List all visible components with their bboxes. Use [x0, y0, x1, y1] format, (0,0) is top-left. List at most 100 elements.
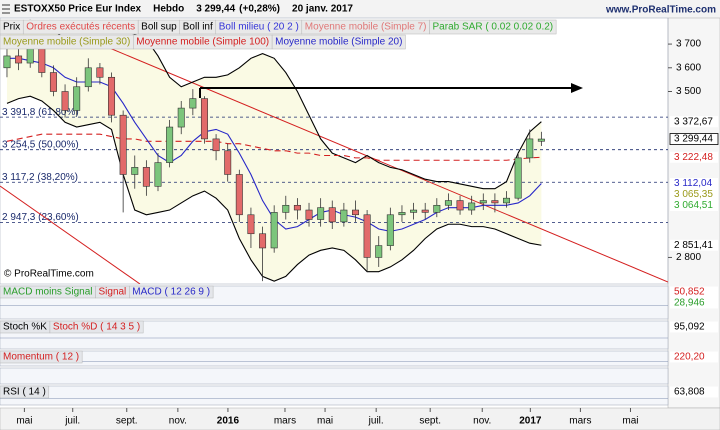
candle-body [247, 214, 255, 235]
legend-label: Moyenne mobile (Simple 7) [305, 22, 427, 33]
candle-body [259, 233, 267, 249]
instrument-title: ESTOXX50 Price Eur Index [14, 4, 142, 15]
candle-body [433, 204, 441, 213]
price-badge-label: 2 851,41 [674, 240, 713, 251]
y-tick-label: 2 800 [676, 252, 701, 263]
candle-body [270, 212, 278, 249]
indicator-panels: MACD moins Signal Signal MACD ( 12 26 9 ) 5… [0, 285, 718, 406]
candle-body [15, 55, 23, 64]
menu-icon[interactable] [2, 4, 10, 14]
x-tick-label: mai [16, 416, 32, 427]
indicator-panel [0, 385, 669, 406]
price-badge-label: 3 222,48 [674, 152, 713, 163]
candle-body [526, 138, 534, 159]
x-tick-label: nov. [473, 416, 491, 427]
site: www.ProRealTime.com [605, 5, 716, 16]
price-badge-label: 3 299,44 [674, 134, 713, 145]
x-tick-label: mars [569, 416, 591, 427]
candle-body [108, 76, 116, 116]
candle-body [317, 207, 325, 220]
candle-body [305, 209, 313, 220]
price-badge [670, 239, 718, 251]
candle-body [61, 91, 69, 111]
candle-body [293, 204, 301, 211]
legend-label: Moyenne mobile (Simple 20) [275, 37, 402, 48]
price-badge [670, 116, 718, 128]
candle-body [282, 204, 290, 213]
legend-label: Prix [3, 22, 20, 33]
x-tick-label: juil. [368, 416, 384, 427]
panel-label-chip [0, 350, 83, 364]
candle-body [84, 67, 92, 88]
readout: 63,808 [674, 387, 705, 398]
readout-bg [670, 386, 718, 398]
x-tick-label: nov. [169, 416, 187, 427]
legend-item[interactable] [429, 19, 557, 35]
candle-body [503, 197, 511, 204]
trend-line [99, 43, 668, 283]
candle-body [73, 86, 81, 111]
candle-body [444, 200, 452, 206]
legend-label: Boll inf [183, 22, 213, 33]
candle-body [421, 209, 429, 213]
candle-body [38, 48, 46, 73]
legend-label: Parab SAR ( 0.02 0.02 0.2) [433, 22, 554, 33]
candle-body [479, 200, 487, 204]
legend: Prix Ordres exécutés récents Boll sup Boll … [0, 19, 557, 50]
candle-body [491, 200, 499, 204]
panel-label: MACD ( 12 26 9 ) [132, 287, 210, 298]
panel-label-chip [49, 320, 144, 334]
y-tick-label: 3 600 [676, 62, 701, 73]
candle-body [26, 48, 34, 64]
candle-body [177, 107, 185, 128]
candle-body [96, 67, 104, 78]
candle-body [468, 202, 476, 211]
level-label: 3 254,5 (50,00%) [2, 139, 79, 150]
candle-body [410, 209, 418, 213]
x-tick-label: mai [622, 416, 638, 427]
x-tick-label: 2016 [217, 416, 240, 427]
trend-line [0, 185, 141, 284]
price-badge [670, 200, 718, 212]
panel-label-chip [129, 285, 214, 299]
empty-panel [0, 367, 669, 385]
x-axis-bar [0, 407, 720, 430]
candle-body [154, 162, 162, 187]
header-bar [0, 0, 720, 18]
readout: 50,852 [674, 287, 705, 298]
candle-body [537, 138, 545, 142]
legend-item[interactable] [271, 34, 406, 50]
right-axis [667, 17, 720, 409]
plot-area: 3 391,8 (61,80%) 3 254,5 (50,00%) 3 117,2 … [0, 19, 668, 284]
overlay-line [6, 95, 542, 282]
last-price: 3 299,44 [196, 4, 235, 15]
x-tick-label: 2017 [519, 416, 542, 427]
candle-body [142, 167, 150, 187]
legend-label: Boll milieu ( 20 2 ) [219, 22, 299, 33]
price-badge [670, 151, 718, 163]
candle-body [235, 174, 243, 216]
readout: 220,20 [674, 352, 705, 363]
band-fill-layer [6, 20, 542, 282]
candle-body [351, 209, 359, 216]
candle-body [375, 245, 383, 258]
panel-label: Stoch %D ( 14 3 5 ) [53, 322, 140, 333]
panel-label: Stoch %K [3, 322, 47, 333]
readout: 28,946 [674, 298, 705, 309]
level-label: 3 391,8 (61,80%) [2, 107, 79, 118]
candle-body [200, 98, 208, 140]
candle-body [3, 55, 11, 69]
readout-bg [670, 286, 718, 298]
candle-body [514, 157, 522, 199]
bollinger-band-fill [6, 20, 542, 282]
x-tick-label: sept. [419, 416, 441, 427]
candle-body [131, 167, 139, 175]
legend-label: Moyenne mobile (Simple 100) [136, 37, 269, 48]
price-change: (+0,28%) [239, 4, 280, 15]
x-tick-label: sept. [116, 416, 138, 427]
indicator-panel [0, 350, 669, 367]
y-tick-label: 3 700 [676, 39, 701, 50]
panel-label: Signal [98, 287, 126, 298]
readout-bg [670, 321, 718, 333]
